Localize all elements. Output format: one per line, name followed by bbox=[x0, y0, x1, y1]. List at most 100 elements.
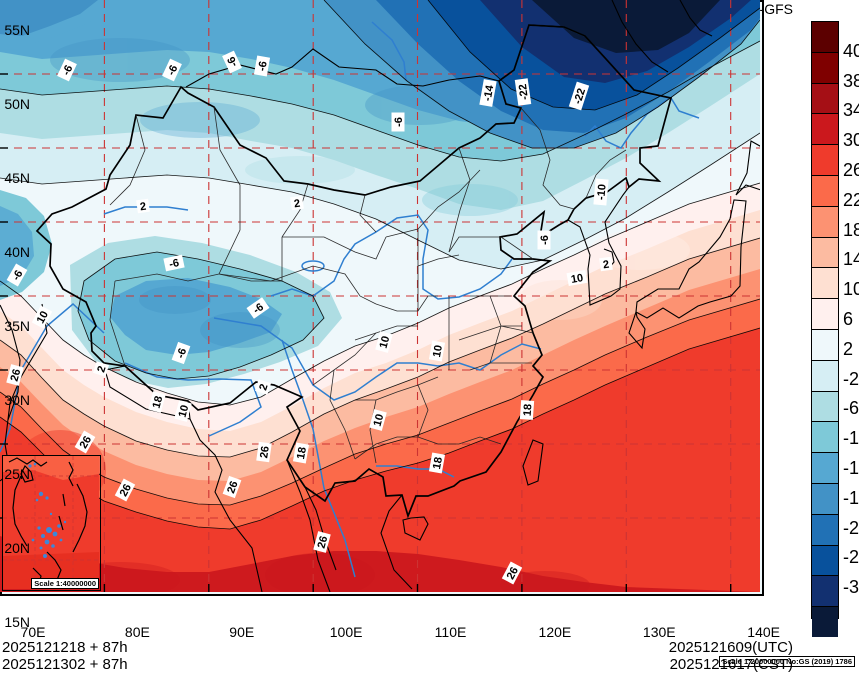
colorbar-tick-label: -18 bbox=[843, 487, 859, 508]
footer-left-line2: 2025121302 + 87h bbox=[2, 656, 128, 673]
colorbar-segment bbox=[812, 452, 838, 483]
y-axis-tick: 35N bbox=[4, 318, 30, 334]
colorbar-segment bbox=[812, 144, 838, 175]
svg-text:-6: -6 bbox=[60, 63, 75, 77]
contour-label: -22 bbox=[568, 81, 590, 111]
colorbar-tick-label: -2 bbox=[843, 368, 859, 389]
x-axis-tick: 80E bbox=[124, 624, 150, 640]
svg-text:-22: -22 bbox=[517, 83, 531, 100]
contour-label: 26 bbox=[114, 478, 136, 502]
footer-left-line1: 2025121218 + 87h bbox=[2, 639, 128, 656]
y-axis-tick: 45N bbox=[4, 170, 30, 186]
x-axis-tick: 70E bbox=[20, 624, 46, 640]
svg-text:26: 26 bbox=[316, 535, 331, 550]
svg-text:-14: -14 bbox=[482, 83, 497, 102]
colorbar-segment bbox=[812, 328, 838, 360]
colorbar-segment bbox=[812, 390, 838, 422]
inset-scale-label: Scale 1:40000000 bbox=[31, 578, 99, 589]
south-china-sea-inset[interactable]: Scale 1:40000000 bbox=[2, 455, 101, 591]
contour-label: 26 bbox=[6, 364, 24, 386]
colorbar-tick-label: -14 bbox=[843, 458, 859, 478]
svg-text:-10: -10 bbox=[595, 184, 608, 201]
contour-label: -6 bbox=[162, 58, 182, 82]
colorbar-segment bbox=[812, 513, 838, 545]
colorbar-tick-label: 18 bbox=[843, 219, 859, 240]
colorbar[interactable] bbox=[811, 21, 839, 637]
contour-label: 26 bbox=[222, 475, 242, 499]
contour-label: 18 bbox=[292, 442, 310, 464]
contour-label: -6 bbox=[246, 297, 270, 319]
temperature-field: -6 -6 -6 -6 -6 -14 -22 -22 -10 2 2 -6 2 10 -6 -6 -6 10 2 -6… bbox=[0, 0, 760, 592]
colorbar-segment bbox=[812, 267, 838, 299]
contour-label: 10 bbox=[174, 400, 192, 422]
contour-label: 2 bbox=[92, 361, 110, 377]
svg-text:-6: -6 bbox=[539, 235, 551, 245]
rivers bbox=[0, 21, 700, 578]
contour-label: 2 bbox=[136, 198, 150, 214]
svg-text:10: 10 bbox=[372, 413, 387, 428]
svg-text:2: 2 bbox=[257, 383, 270, 393]
svg-text:18: 18 bbox=[295, 446, 309, 460]
colorbar-tick-label: 6 bbox=[843, 309, 854, 329]
svg-text:-6: -6 bbox=[175, 347, 190, 360]
colorbar-segment bbox=[812, 575, 838, 607]
x-axis-tick: 110E bbox=[434, 624, 467, 640]
contour-label: 10 bbox=[369, 409, 387, 431]
x-axis-tick: 90E bbox=[229, 624, 255, 640]
contour-label: -6 bbox=[57, 58, 77, 82]
svg-text:-6: -6 bbox=[165, 63, 180, 77]
svg-text:-6: -6 bbox=[168, 257, 180, 271]
svg-text:-6: -6 bbox=[225, 55, 240, 69]
footer-right-line1: 2025121609(UTC) bbox=[668, 639, 793, 656]
svg-text:26: 26 bbox=[225, 480, 240, 496]
china-border bbox=[35, 24, 673, 519]
contour-label: 10 bbox=[375, 331, 393, 353]
x-axis-tick: 120E bbox=[538, 624, 572, 640]
svg-text:10: 10 bbox=[35, 309, 51, 325]
svg-text:-6: -6 bbox=[393, 117, 405, 127]
svg-text:10: 10 bbox=[431, 344, 445, 358]
colorbar-segment bbox=[812, 82, 838, 114]
contour-label: 26 bbox=[501, 561, 523, 585]
contour-label: 18 bbox=[428, 452, 446, 474]
contour-label: -6 bbox=[171, 341, 191, 365]
colorbar-segment bbox=[812, 421, 838, 453]
y-axis-tick: 25N bbox=[4, 466, 30, 482]
contour-label: 18 bbox=[519, 400, 534, 420]
svg-text:26: 26 bbox=[9, 368, 24, 383]
footer-right-line2: 2025121617(CST) bbox=[669, 656, 793, 673]
y-axis-tick: 50N bbox=[4, 96, 30, 112]
contour-label: -22 bbox=[514, 78, 532, 106]
province-borders bbox=[109, 106, 627, 464]
svg-text:18: 18 bbox=[151, 395, 166, 410]
contour-label: 10 bbox=[31, 305, 53, 329]
x-axis-tick: 140E bbox=[747, 624, 780, 640]
colorbar-tick-label: 30 bbox=[843, 130, 859, 151]
colorbar-tick-label: 34 bbox=[843, 100, 859, 121]
colorbar-tick-label: 40 bbox=[843, 40, 859, 61]
contour-label: -6 bbox=[163, 254, 185, 272]
svg-text:18: 18 bbox=[431, 456, 445, 470]
y-axis-tick: 55N bbox=[4, 22, 30, 38]
svg-text:2: 2 bbox=[95, 365, 108, 375]
y-axis-tick: 15N bbox=[4, 614, 30, 630]
colorbar-tick-label: 22 bbox=[843, 189, 859, 210]
y-axis-tick: 40N bbox=[4, 244, 30, 260]
colorbar-tick-label: 14 bbox=[843, 249, 859, 270]
svg-text:26: 26 bbox=[118, 482, 134, 498]
contour-label: 26 bbox=[256, 441, 272, 463]
contour-label: -6 bbox=[253, 55, 271, 77]
contour-label-group: -6 -6 -6 -6 -6 -14 -22 -22 -10 2 2 -6 2 10 -6 -6 -6 10 2 -6… bbox=[6, 50, 613, 585]
colorbar-segment bbox=[812, 51, 838, 83]
colorbar-tick-label: -6 bbox=[843, 398, 859, 419]
colorbar-segment bbox=[812, 544, 838, 576]
contour-label: 26 bbox=[313, 531, 331, 553]
colorbar-tick-label: -10 bbox=[843, 428, 859, 449]
colorbar-tick-label: 2 bbox=[843, 338, 854, 359]
colorbar-segment bbox=[812, 205, 838, 237]
svg-text:2: 2 bbox=[139, 201, 147, 214]
contour-label: 18 bbox=[148, 391, 166, 413]
svg-text:26: 26 bbox=[505, 565, 521, 581]
x-axis-tick: 130E bbox=[642, 624, 676, 640]
